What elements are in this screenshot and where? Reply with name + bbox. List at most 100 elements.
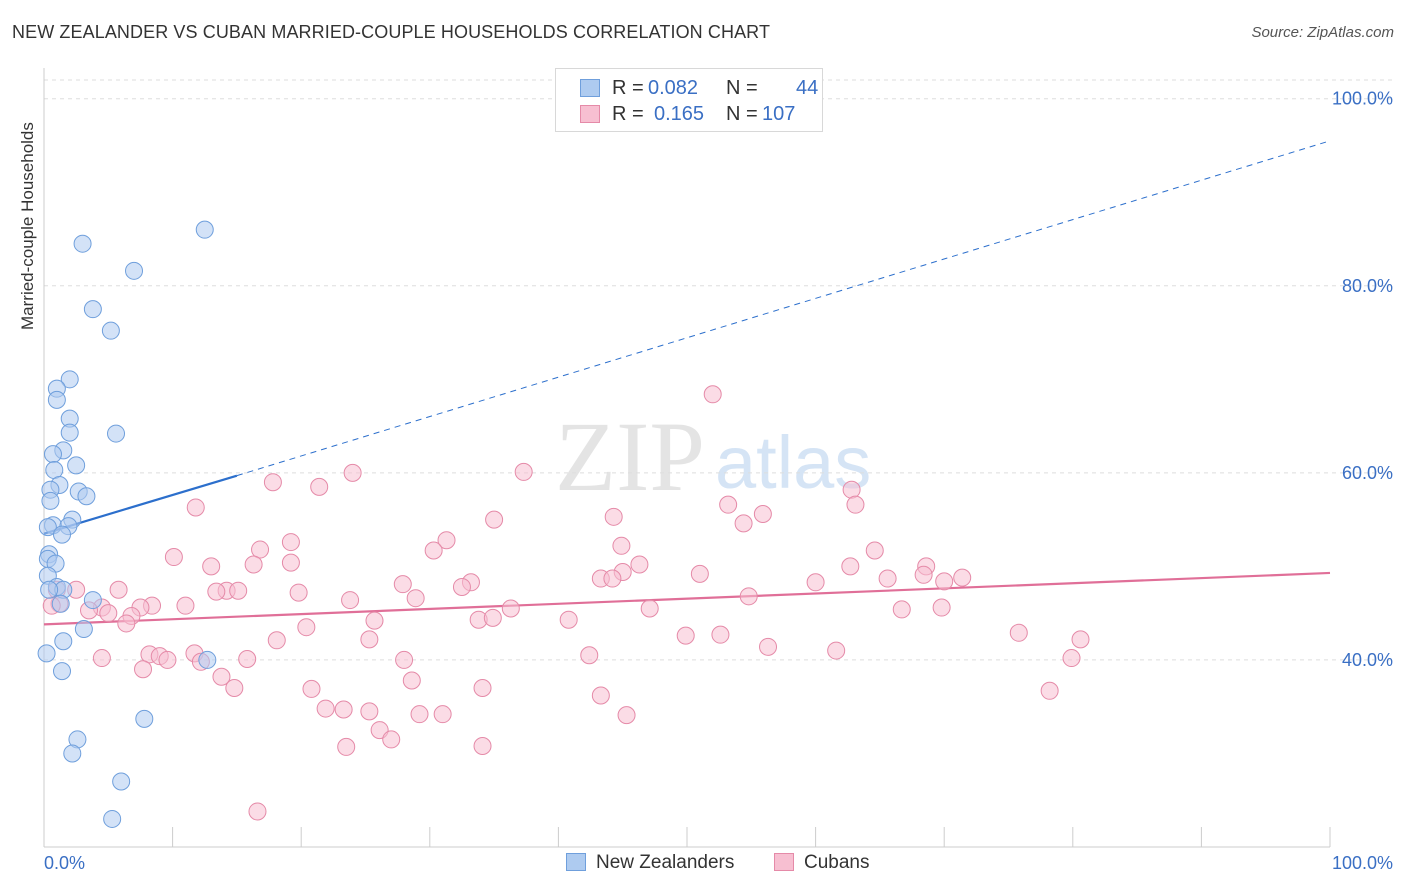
data-point-cubans xyxy=(406,589,425,608)
data-point-new-zealanders xyxy=(103,809,122,828)
data-point-cubans xyxy=(281,553,300,572)
data-point-cubans xyxy=(202,557,221,576)
data-point-new-zealanders xyxy=(73,234,92,253)
x-tick-label-min: 0.0% xyxy=(44,853,85,873)
data-point-cubans xyxy=(865,541,884,560)
data-point-cubans xyxy=(580,646,599,665)
data-point-new-zealanders xyxy=(112,772,131,791)
data-point-cubans xyxy=(158,650,177,669)
data-point-cubans xyxy=(932,598,951,617)
data-point-cubans xyxy=(739,587,758,606)
data-point-cubans xyxy=(207,582,226,601)
legend-label-new-zealanders: New Zealanders xyxy=(596,852,735,873)
data-point-cubans xyxy=(640,599,659,618)
data-point-cubans xyxy=(841,557,860,576)
data-point-cubans xyxy=(953,568,972,587)
data-point-cubans xyxy=(719,495,738,514)
data-point-new-zealanders xyxy=(67,456,86,475)
legend-n-value: 44 xyxy=(796,77,819,99)
data-point-cubans xyxy=(473,736,492,755)
data-point-cubans xyxy=(753,505,772,524)
data-point-cubans xyxy=(267,631,286,650)
y-tick-label: 80.0% xyxy=(1342,276,1393,296)
data-point-cubans xyxy=(1071,630,1090,649)
x-tick-label-max: 100.0% xyxy=(1332,853,1393,873)
data-point-new-zealanders xyxy=(135,709,154,728)
data-point-cubans xyxy=(316,699,335,718)
data-point-cubans xyxy=(117,614,136,633)
legend-swatch-new-zealanders xyxy=(580,79,600,97)
data-point-new-zealanders xyxy=(195,220,214,239)
data-point-cubans xyxy=(935,572,954,591)
data-point-cubans xyxy=(603,569,622,588)
data-point-cubans xyxy=(244,555,263,574)
data-point-new-zealanders xyxy=(77,487,96,506)
data-point-cubans xyxy=(238,649,257,668)
data-point-cubans xyxy=(134,660,153,679)
data-point-new-zealanders xyxy=(40,580,59,599)
data-point-cubans xyxy=(225,678,244,697)
data-point-cubans xyxy=(711,625,730,644)
chart-title: NEW ZEALANDER VS CUBAN MARRIED-COUPLE HO… xyxy=(12,22,771,42)
legend-n-label: N = xyxy=(726,103,758,125)
data-point-new-zealanders xyxy=(37,644,56,663)
data-point-cubans xyxy=(612,536,631,555)
data-point-cubans xyxy=(365,611,384,630)
data-point-cubans xyxy=(343,463,362,482)
data-point-new-zealanders xyxy=(83,591,102,610)
legend-swatch-cubans xyxy=(580,105,600,123)
data-point-new-zealanders xyxy=(60,370,79,389)
data-point-cubans xyxy=(289,583,308,602)
data-point-cubans xyxy=(827,641,846,660)
data-point-new-zealanders xyxy=(101,321,120,340)
data-point-cubans xyxy=(806,573,825,592)
data-point-new-zealanders xyxy=(125,261,144,280)
watermark: ZIP atlas xyxy=(555,401,871,512)
trend-line-new-zealanders-extension xyxy=(236,140,1331,477)
data-point-cubans xyxy=(334,700,353,719)
data-point-cubans xyxy=(251,540,270,559)
data-point-cubans xyxy=(310,477,329,496)
data-point-cubans xyxy=(433,705,452,724)
data-point-cubans xyxy=(1062,649,1081,668)
tick-labels: 0.0% 100.0% 40.0% 60.0% 80.0% 100.0% xyxy=(44,89,1393,873)
data-point-cubans xyxy=(842,480,861,499)
data-point-cubans xyxy=(229,581,248,600)
data-points xyxy=(37,220,1090,828)
data-point-cubans xyxy=(1040,681,1059,700)
data-point-new-zealanders xyxy=(53,662,72,681)
data-point-cubans xyxy=(846,495,865,514)
data-point-cubans xyxy=(109,580,128,599)
data-point-cubans xyxy=(410,705,429,724)
legend-n-label: N = xyxy=(726,77,758,99)
data-point-cubans xyxy=(591,686,610,705)
data-point-cubans xyxy=(281,533,300,552)
data-point-new-zealanders xyxy=(107,424,126,443)
legend-r-value: 0.082 xyxy=(648,77,699,99)
data-point-cubans xyxy=(212,667,231,686)
data-point-new-zealanders xyxy=(60,423,79,442)
data-point-cubans xyxy=(690,564,709,583)
data-point-new-zealanders xyxy=(198,650,217,669)
data-point-new-zealanders xyxy=(83,300,102,319)
data-point-cubans xyxy=(892,600,911,619)
legend-n-value: 107 xyxy=(762,103,796,125)
data-point-cubans xyxy=(1009,623,1028,642)
data-point-new-zealanders xyxy=(74,620,93,639)
y-tick-label: 40.0% xyxy=(1342,650,1393,670)
data-point-new-zealanders xyxy=(47,390,66,409)
data-point-cubans xyxy=(483,608,502,627)
data-point-new-zealanders xyxy=(63,744,82,763)
legend-r-label: R = xyxy=(612,77,644,99)
data-point-cubans xyxy=(337,737,356,756)
data-point-cubans xyxy=(914,565,933,584)
data-point-cubans xyxy=(630,555,649,574)
data-point-cubans xyxy=(263,473,282,492)
y-tick-label: 100.0% xyxy=(1332,89,1393,109)
data-point-new-zealanders xyxy=(44,445,63,464)
data-point-cubans xyxy=(559,610,578,629)
data-point-cubans xyxy=(676,626,695,645)
trend-line-cubans xyxy=(43,571,1331,626)
data-point-cubans xyxy=(186,498,205,517)
y-tick-label: 60.0% xyxy=(1342,463,1393,483)
